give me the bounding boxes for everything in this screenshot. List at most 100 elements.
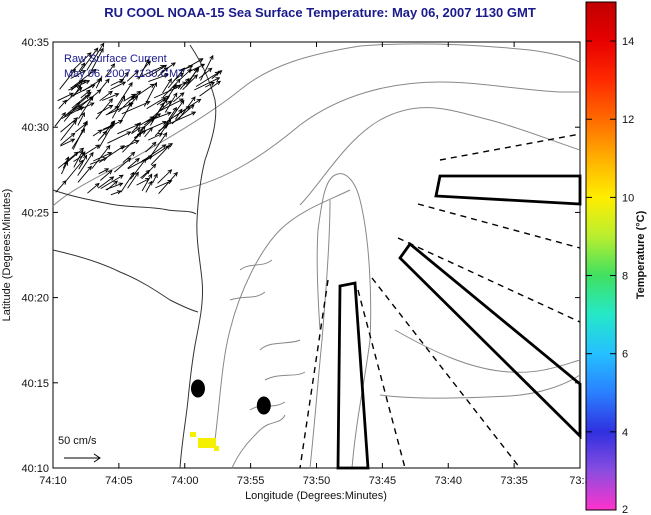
current-vector-head <box>80 62 86 68</box>
current-vector-head <box>88 96 94 101</box>
current-vector <box>95 77 102 89</box>
current-vector-head <box>176 78 181 84</box>
current-vector <box>143 116 155 126</box>
current-vector-head <box>108 90 113 96</box>
y-axis: 40:35 40:30 40:25 40:20 40:15 40:10 <box>21 37 580 475</box>
current-vector-head <box>134 171 139 177</box>
current-vector <box>88 48 104 77</box>
current-vector-head <box>96 89 102 94</box>
current-vector <box>78 96 94 120</box>
current-vector <box>80 89 91 99</box>
current-vector-head <box>76 84 82 90</box>
current-vector <box>158 98 184 112</box>
current-vector-head <box>161 97 167 102</box>
current-vector <box>141 174 153 192</box>
current-vector <box>157 67 169 77</box>
current-vector <box>55 180 67 193</box>
current-vector-head <box>118 120 124 125</box>
current-vector <box>164 92 178 113</box>
x-tick-label: 73:35 <box>500 475 528 487</box>
current-vector-head <box>146 60 151 66</box>
current-vector-head <box>113 180 119 185</box>
current-vector-head <box>166 111 172 116</box>
scale-vector-arrow <box>64 453 101 463</box>
current-vector-head <box>81 70 87 75</box>
current-vector-head <box>158 132 164 137</box>
current-vector <box>120 172 135 193</box>
current-vector <box>153 85 181 99</box>
current-vector <box>105 102 134 116</box>
current-vector-head <box>126 131 132 136</box>
current-vector <box>127 158 140 169</box>
current-vector-head <box>151 163 157 169</box>
current-vector-head <box>189 104 195 109</box>
current-vector-head <box>141 130 147 135</box>
current-vector-head <box>114 92 120 98</box>
current-vector-head <box>145 169 151 175</box>
current-vector <box>145 143 173 161</box>
current-vector-head <box>130 151 136 157</box>
current-vector-head <box>180 99 185 105</box>
current-vector-head <box>100 42 105 48</box>
x-tick-label: 73:3 <box>569 475 590 487</box>
current-vector <box>60 132 75 146</box>
current-vector <box>169 100 185 121</box>
current-vector-head <box>93 47 99 53</box>
current-vector-head <box>153 173 158 178</box>
current-vector-head <box>191 111 197 116</box>
current-vector <box>127 155 153 170</box>
current-vector <box>89 157 107 165</box>
current-vector <box>155 180 172 189</box>
current-vector <box>167 67 185 89</box>
current-vector <box>195 71 220 87</box>
current-vector-head <box>187 68 192 74</box>
current-vector <box>173 92 185 103</box>
x-axis-label: Longitude (Degrees:Minutes) <box>245 490 387 502</box>
current-vector <box>144 127 153 138</box>
current-vector <box>100 174 124 189</box>
colorbar-tick-label: 14 <box>622 36 634 48</box>
current-vector <box>98 168 109 175</box>
buoy-marker <box>256 396 271 415</box>
current-vector-head <box>87 165 93 171</box>
current-vector <box>61 106 84 119</box>
current-vector <box>211 70 222 79</box>
current-vector-head <box>110 120 116 126</box>
current-vector-head <box>167 180 173 185</box>
current-vector <box>145 141 157 153</box>
current-vector-head <box>121 81 127 86</box>
buoy-markers <box>190 379 271 415</box>
current-vector-head <box>210 82 215 86</box>
current-vector <box>130 96 138 105</box>
current-vector-head <box>109 176 115 181</box>
current-vector <box>104 63 115 78</box>
current-vector-head <box>86 52 92 57</box>
colorbar-tick-label: 2 <box>622 504 628 515</box>
current-vector <box>136 65 165 79</box>
current-vector-head <box>145 178 150 183</box>
current-vector <box>120 102 132 123</box>
current-vector-head <box>163 98 168 104</box>
current-vector-head <box>176 85 182 90</box>
current-vector <box>145 181 153 193</box>
current-vector-head <box>217 70 223 75</box>
current-vector <box>95 98 113 120</box>
current-vector <box>185 67 200 85</box>
current-vector <box>77 152 94 176</box>
current-vector <box>110 79 124 86</box>
current-vector <box>146 97 166 109</box>
current-vector <box>71 69 96 89</box>
current-vector <box>143 82 157 107</box>
current-vector-head <box>194 67 200 72</box>
current-vector <box>158 172 178 194</box>
current-vector <box>57 151 79 169</box>
current-vector-field <box>54 42 223 196</box>
beam-radials <box>299 133 581 469</box>
current-vector-head <box>97 129 103 134</box>
current-vector-head <box>73 151 79 156</box>
current-vector <box>119 72 129 84</box>
current-vector <box>179 68 192 80</box>
current-vector <box>194 77 220 91</box>
current-vector <box>60 161 68 175</box>
